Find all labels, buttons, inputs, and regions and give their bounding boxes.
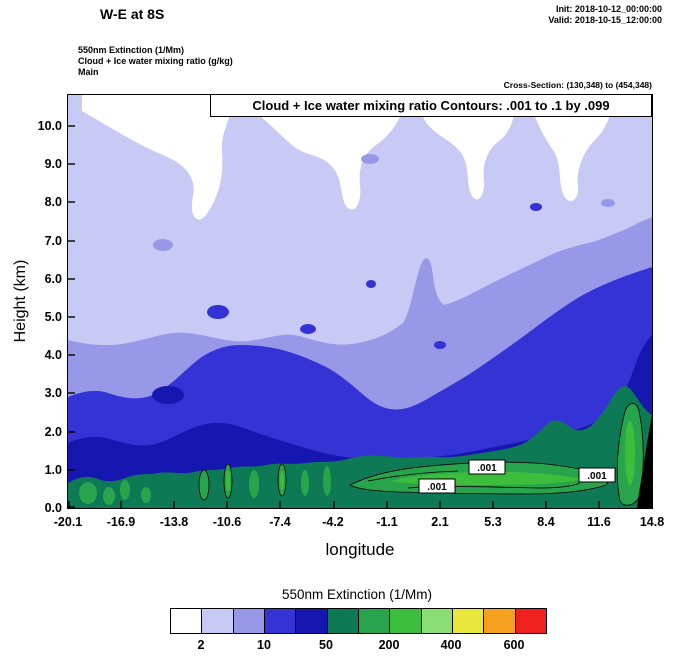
y-tick-label: 5.0 [44,310,62,324]
colorbar-cell [390,609,422,633]
page-title: W-E at 8S [100,6,165,22]
y-tick-label: 10.0 [37,119,62,133]
colorbar-label: 10 [257,638,271,652]
colorbar-label: 2 [197,638,205,652]
y-tick-label: 6.0 [44,272,62,286]
colorbar-cell [421,609,453,633]
contour-field: .001 .001 .001 [68,95,652,508]
colorbar-cell [327,609,359,633]
y-axis-title: Height (km) [12,259,29,343]
valid-time: Valid: 2018-10-15_12:00:00 [548,15,662,25]
x-tick-label: -7.4 [269,515,291,529]
colorbar-cell [484,609,516,633]
tick-marks [68,125,652,508]
x-tick-label: 8.4 [537,515,555,529]
x-tick-label: 2.1 [431,515,449,529]
x-tick-label: -16.9 [106,515,136,529]
subtitle-domain: Main [78,67,99,77]
fill-level-0 [82,95,613,220]
colorbar [170,608,547,634]
colorbar-cell [171,609,203,633]
y-tick-label: 9.0 [44,157,62,171]
x-tick-label: 14.8 [639,515,665,529]
colorbar-title: 550nm Extinction (1/Mm) [281,587,433,602]
colorbar-label: 400 [440,638,462,652]
contour-label-box [468,459,506,475]
colorbar-label: 50 [319,638,333,652]
subtitle-block: 550nm Extinction (1/Mm) Cloud + Ice wate… [78,45,233,78]
y-tick-label: 8.0 [44,195,62,209]
x-tick-label: -10.6 [212,515,242,529]
x-tick-label: -13.8 [159,515,189,529]
plot-area: .001 .001 .001 [67,93,653,509]
x-axis-title: longitude [325,540,395,559]
contour-note: Cloud + Ice water mixing ratio Contours:… [210,93,652,117]
x-tick-label: -20.1 [53,515,83,529]
x-tick-label: -4.2 [322,515,344,529]
contour-label: .001 [587,471,607,482]
subtitle-extinction: 550nm Extinction (1/Mm) [78,45,185,55]
colorbar-cell [296,609,328,633]
contour-label-box [578,467,616,483]
colorbar-label: 600 [503,638,525,652]
colorbar-cell [358,609,391,633]
contour-label-group: .001 .001 .001 [418,459,616,494]
contour-label-box [418,478,456,494]
colorbar-label: 200 [378,638,400,652]
contour-label: .001 [427,482,447,493]
cross-section-label: Cross-Section: (130,348) to (454,348) [503,80,652,90]
colorbar-cell [233,609,265,633]
y-tick-label: 4.0 [44,348,62,362]
y-tick-label: 7.0 [44,234,62,248]
subtitle-mixing-ratio: Cloud + Ice water mixing ratio (g/kg) [78,56,233,66]
y-tick-label: 0.0 [44,501,62,515]
colorbar-cell [515,609,546,633]
colorbar-cell [452,609,485,633]
contour-label: .001 [477,463,497,474]
y-tick-label: 3.0 [44,386,62,400]
colorbar-cell [264,609,297,633]
init-time: Init: 2018-10-12_00:00:00 [555,4,662,14]
colorbar-cell [202,609,234,633]
terrain-wedge [637,415,652,508]
x-tick-label: 5.3 [484,515,502,529]
y-tick-label: 2.0 [44,425,62,439]
x-tick-label: 11.6 [587,515,611,529]
y-tick-label: 1.0 [44,463,62,477]
run-times: Init: 2018-10-12_00:00:00 Valid: 2018-10… [548,4,662,26]
x-tick-label: -1.1 [376,515,398,529]
